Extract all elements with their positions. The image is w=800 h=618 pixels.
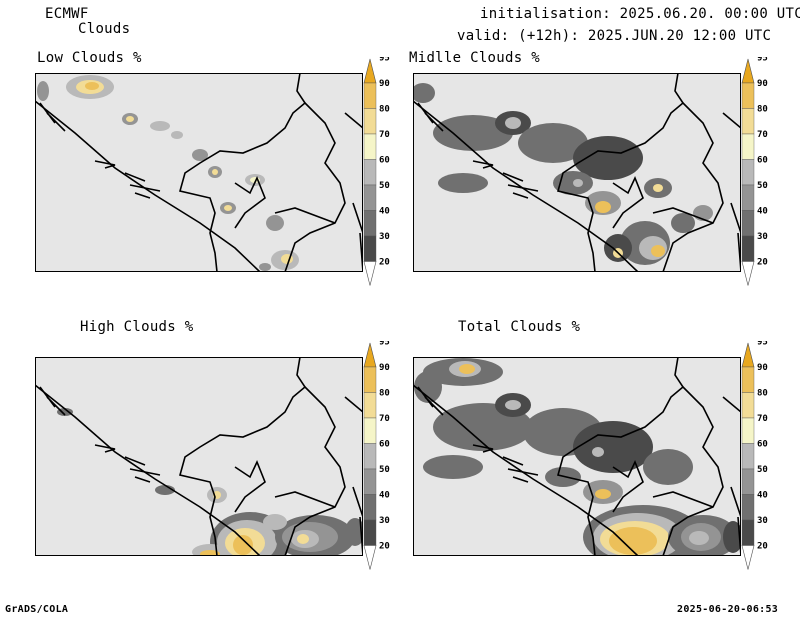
colorbar-segment — [741, 133, 755, 160]
colorbar-tick-label: 60 — [379, 156, 390, 166]
panel-title-total: Total Clouds % — [458, 319, 581, 335]
colorbar-tick-label: 60 — [757, 156, 768, 166]
colorbar-tick-label: 40 — [379, 207, 390, 217]
colorbar-segment — [363, 235, 377, 262]
colorbar-tick-label: 30 — [757, 516, 768, 526]
colorbar-segment — [741, 184, 755, 211]
panel-title-middle: Midlle Clouds % — [409, 50, 540, 66]
colorbar-segment — [741, 417, 755, 444]
colorbar-tick-label: 30 — [757, 232, 768, 242]
colorbar-tick-label: 80 — [757, 389, 768, 399]
colorbar-tick-label: 80 — [379, 105, 390, 115]
model-label: ECMWF — [45, 6, 89, 22]
colorbar-segment — [363, 184, 377, 211]
colorbar-low: 20 30 40 50 60 70 80 90 95 — [363, 57, 390, 286]
colorbar-segment — [741, 366, 755, 393]
colorbar-segment — [741, 443, 755, 470]
footer-right: 2025-06-20-06:53 — [677, 604, 779, 615]
valid-time-label: valid: (+12h): 2025.JUN.20 12:00 UTC — [457, 28, 772, 44]
colorbar-tick-label: 30 — [379, 232, 390, 242]
colorbar-tick-label: 60 — [379, 440, 390, 450]
colorbar-tick-label: 20 — [757, 258, 768, 268]
colorbar-segment — [741, 82, 755, 109]
cloud-field-total — [414, 358, 741, 556]
colorbar-segment — [363, 468, 377, 495]
colorbar-tick-label: 60 — [757, 440, 768, 450]
colorbar-segment — [363, 210, 377, 237]
colorbar-tick-label: 90 — [379, 79, 390, 89]
borders-high — [35, 357, 363, 556]
colorbar-total: 20 30 40 50 60 70 80 90 95 — [741, 341, 768, 570]
colorbar-tick-label: 50 — [757, 181, 768, 191]
map-panel-middle — [413, 73, 741, 272]
colorbar-segment — [741, 468, 755, 495]
map-panel-high — [35, 357, 363, 556]
colorbar-tick-label: 90 — [757, 79, 768, 89]
colorbar-tick-label: 70 — [379, 414, 390, 424]
colorbar-tick-label: 40 — [757, 491, 768, 501]
colorbar-tick-label: 40 — [757, 207, 768, 217]
colorbar-segment — [363, 108, 377, 135]
colorbar-middle: 20 30 40 50 60 70 80 90 95 — [741, 57, 768, 286]
colorbar-tick-label: 95 — [757, 341, 768, 348]
colorbar-tick-label: 95 — [757, 57, 768, 64]
map-panel-low — [35, 73, 363, 272]
colorbar-segment — [741, 235, 755, 262]
cloud-field-high — [57, 408, 363, 556]
colorbar-segment — [363, 494, 377, 521]
colorbar-high: 20 30 40 50 60 70 80 90 95 — [363, 341, 390, 570]
colorbar-segment — [363, 82, 377, 109]
colorbar-segment — [363, 366, 377, 393]
footer-left: GrADS/COLA — [5, 604, 69, 615]
colorbar-arrow-bottom — [363, 261, 377, 286]
cloud-field-middle — [413, 83, 713, 265]
colorbar-tick-label: 50 — [757, 465, 768, 475]
colorbar-tick-label: 70 — [379, 130, 390, 140]
colorbar-segment — [363, 133, 377, 160]
map-panel-total — [413, 357, 741, 556]
colorbar-tick-label: 20 — [379, 542, 390, 552]
colorbar-tick-label: 20 — [379, 258, 390, 268]
colorbar-segment — [741, 210, 755, 237]
colorbar-segment — [741, 519, 755, 546]
colorbar-arrow-bottom — [741, 261, 755, 286]
borders-total — [413, 357, 741, 556]
colorbar-arrow-top — [741, 58, 755, 84]
colorbar-tick-label: 95 — [379, 57, 390, 64]
colorbar-tick-label: 90 — [757, 363, 768, 373]
product-label: Clouds — [78, 21, 131, 37]
colorbar-arrow-top — [363, 342, 377, 368]
panel-title-low: Low Clouds % — [37, 50, 142, 66]
initialisation-label: initialisation: 2025.06.20. 00:00 UTC — [480, 6, 800, 22]
colorbar-arrow-bottom — [363, 545, 377, 570]
colorbar-tick-label: 90 — [379, 363, 390, 373]
colorbar-tick-label: 80 — [379, 389, 390, 399]
colorbar-segment — [741, 392, 755, 419]
colorbar-tick-label: 95 — [379, 341, 390, 348]
colorbar-segment — [363, 417, 377, 444]
colorbar-tick-label: 30 — [379, 516, 390, 526]
colorbar-tick-label: 50 — [379, 465, 390, 475]
colorbar-tick-label: 20 — [757, 542, 768, 552]
colorbar-arrow-top — [741, 342, 755, 368]
colorbar-tick-label: 70 — [757, 414, 768, 424]
colorbar-arrow-top — [363, 58, 377, 84]
colorbar-tick-label: 50 — [379, 181, 390, 191]
colorbar-tick-label: 80 — [757, 105, 768, 115]
colorbar-arrow-bottom — [741, 545, 755, 570]
colorbar-segment — [741, 494, 755, 521]
colorbar-segment — [363, 159, 377, 186]
panel-title-high: High Clouds % — [80, 319, 194, 335]
colorbar-tick-label: 40 — [379, 491, 390, 501]
colorbar-segment — [363, 443, 377, 470]
colorbar-segment — [363, 392, 377, 419]
colorbar-segment — [363, 519, 377, 546]
borders-low — [35, 73, 363, 272]
cloud-field-low — [37, 75, 299, 271]
colorbar-segment — [741, 108, 755, 135]
colorbar-tick-label: 70 — [757, 130, 768, 140]
colorbar-segment — [741, 159, 755, 186]
